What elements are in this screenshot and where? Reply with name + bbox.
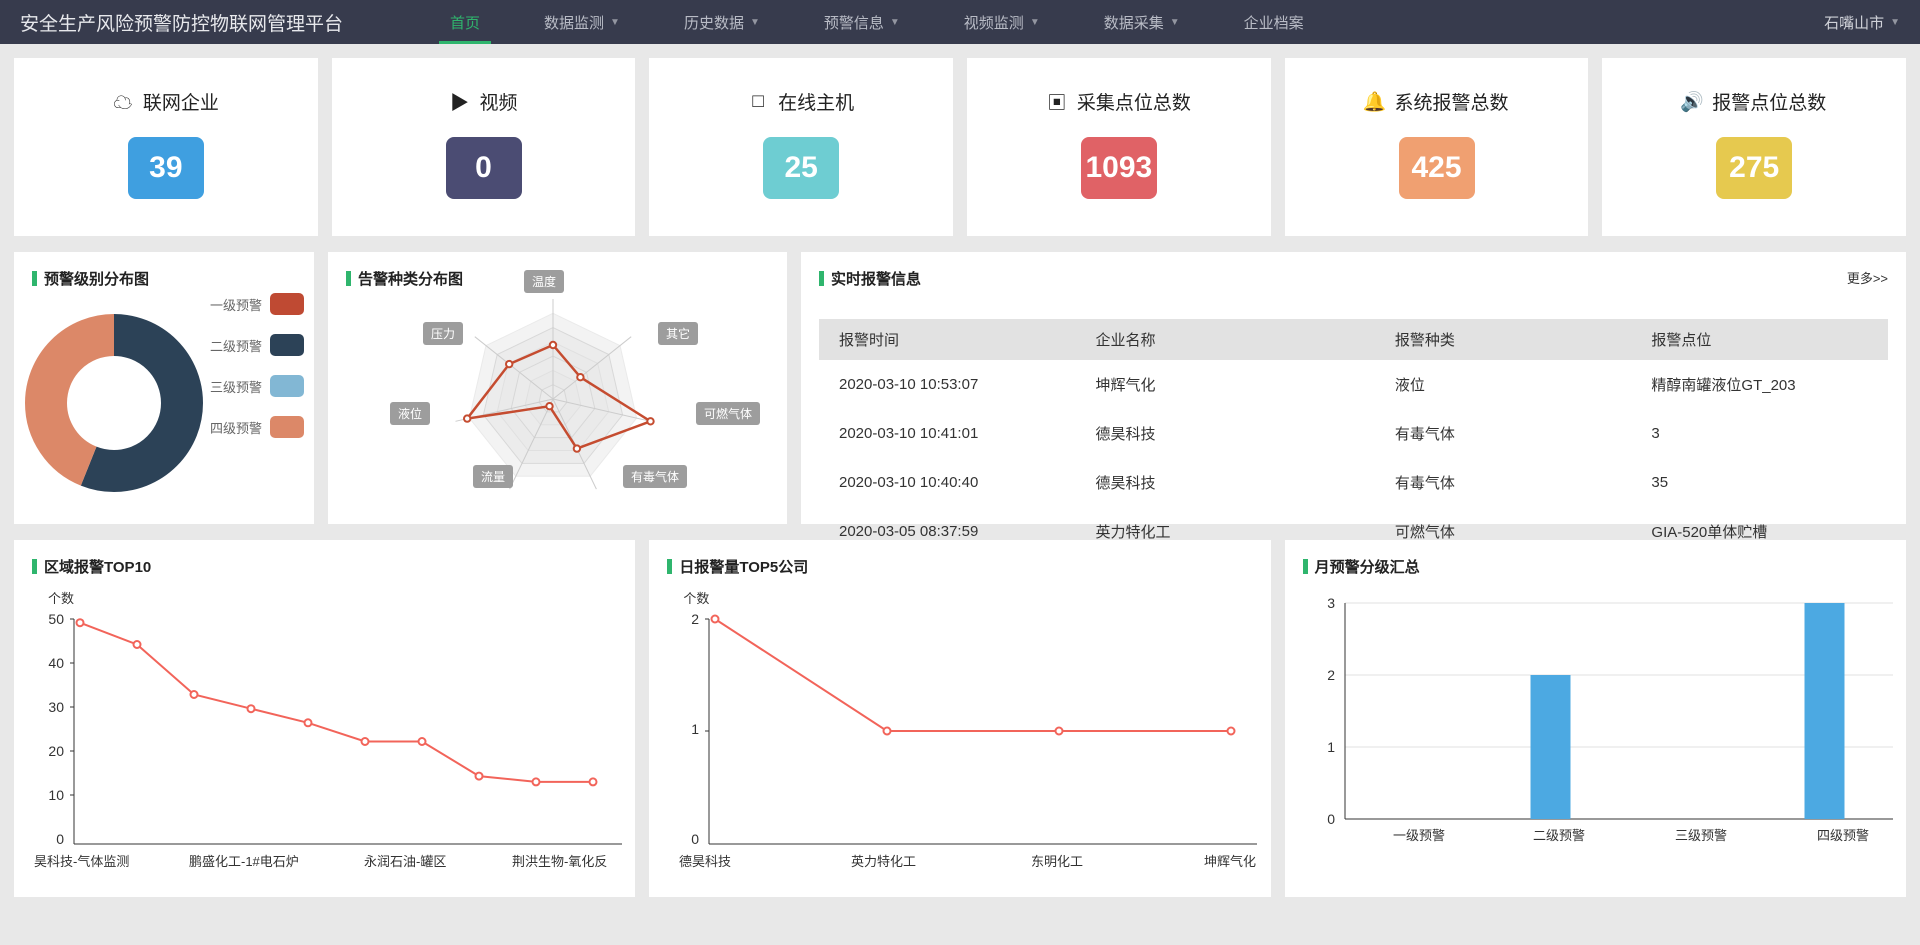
svg-text:东明化工: 东明化工	[1031, 854, 1083, 869]
svg-text:德昊科技: 德昊科技	[679, 854, 731, 869]
svg-text:1: 1	[1327, 739, 1335, 755]
svg-text:四级预警: 四级预警	[1817, 828, 1869, 843]
svg-text:30: 30	[48, 699, 64, 715]
svg-text:一级预警: 一级预警	[1393, 828, 1445, 843]
svg-text:鹏盛化工-1#电石炉: 鹏盛化工-1#电石炉	[189, 854, 299, 869]
svg-text:20: 20	[48, 743, 64, 759]
svg-text:3: 3	[1327, 595, 1335, 611]
svg-text:二级预警: 二级预警	[1533, 828, 1585, 843]
svg-text:坤辉气化: 坤辉气化	[1204, 854, 1256, 869]
svg-text:荆洪生物-氧化反: 荆洪生物-氧化反	[512, 854, 607, 869]
svg-text:英力特化工: 英力特化工	[851, 854, 916, 869]
svg-text:2: 2	[692, 611, 700, 627]
svg-text:2: 2	[1327, 667, 1335, 683]
svg-text:昊科技-气体监测: 昊科技-气体监测	[34, 854, 129, 869]
svg-text:三级预警: 三级预警	[1675, 828, 1727, 843]
svg-text:0: 0	[692, 831, 700, 847]
svg-text:0: 0	[1327, 811, 1335, 827]
svg-text:40: 40	[48, 655, 64, 671]
svg-text:永润石油-罐区: 永润石油-罐区	[364, 854, 446, 869]
svg-text:50: 50	[48, 611, 64, 627]
svg-text:0: 0	[56, 831, 64, 847]
svg-text:1: 1	[692, 721, 700, 737]
svg-text:10: 10	[48, 787, 64, 803]
